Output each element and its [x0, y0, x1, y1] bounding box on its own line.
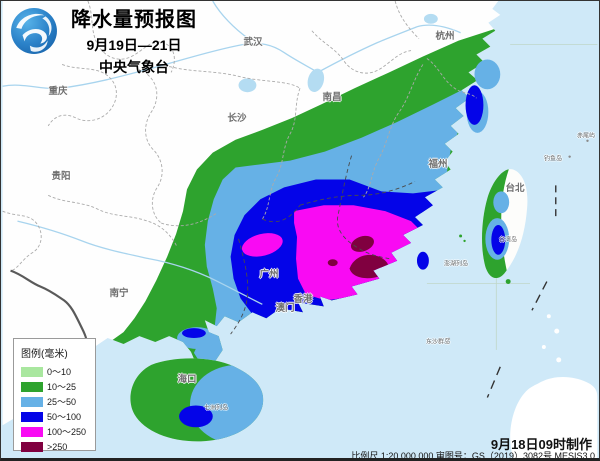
zone-maroon-spot-3	[327, 259, 338, 267]
precip-zones-coastal-islands	[416, 59, 511, 285]
zone-blue-leizhou	[182, 328, 206, 339]
lakes	[238, 13, 438, 93]
luzon-island	[510, 376, 598, 458]
legend-item: 0～10	[21, 364, 95, 379]
zone-lightblue-taiwan-north	[493, 191, 510, 214]
title-block: 降水量预报图 9月19日—21日 中央气象台	[59, 9, 209, 77]
legend-color-swatch	[21, 381, 43, 392]
legend-color-swatch	[21, 411, 43, 422]
map-label-island: 钓鱼岛	[543, 156, 563, 163]
zone-maroon-spot-1	[350, 235, 374, 252]
map-label-city: 长沙	[227, 113, 247, 124]
legend-item-label: 100～250	[47, 427, 87, 437]
map-label-city: 广州	[259, 269, 279, 280]
zone-blue-zhejiang-coast	[465, 85, 484, 125]
map-label-city: 杭州	[435, 31, 455, 42]
legend-item: 100～250	[21, 424, 95, 439]
batanes-islands	[541, 314, 562, 363]
map-label-city: 南宁	[109, 288, 129, 299]
agency-name: 中央气象台	[99, 59, 169, 75]
legend-color-swatch	[21, 366, 43, 377]
legend-title: 图例(毫米)	[21, 349, 68, 360]
map-label-island: 赤尾屿	[576, 133, 596, 140]
legend-item: 10～25	[21, 379, 95, 394]
page-title: 降水量预报图	[71, 9, 197, 31]
island-green-dot	[505, 279, 511, 285]
legend-color-swatch	[21, 441, 43, 452]
legend-item: >250	[21, 439, 95, 454]
map-label-island: 七洲列岛	[203, 405, 229, 412]
zone-magenta-west	[241, 233, 283, 257]
map-scale-and-approval: 比例尺 1:20 000 000 审图号：GS（2019）3082号 MESIS…	[351, 451, 595, 461]
rivers	[2, 1, 461, 305]
map-label-city: 贵阳	[51, 171, 71, 182]
legend-item-label: >250	[47, 441, 68, 452]
map-label-city: 重庆	[48, 86, 68, 97]
province-borders-dark	[230, 155, 416, 335]
legend-color-swatch	[21, 396, 43, 407]
map-label-city: 武汉	[243, 37, 263, 48]
international-border-vietnam	[10, 269, 88, 345]
legend-item-label: 50～100	[47, 412, 82, 422]
maritime-boundary-dashes	[486, 185, 557, 398]
legend-item: 25～50	[21, 394, 95, 409]
map-label-city: 香港	[293, 294, 313, 305]
made-at-timestamp: 9月18日09时制作	[490, 437, 592, 452]
penghu-island-dot	[459, 234, 463, 238]
legend-rows: 0～10 10～25 25～50 50～100 100～250 >250	[21, 364, 95, 454]
legend-item-label: 10～25	[47, 382, 77, 392]
penghu-island-dot-2	[463, 239, 466, 243]
map-label-city: 海口	[177, 374, 197, 385]
legend-item-label: 25～50	[47, 397, 77, 407]
province-borders	[2, 1, 477, 272]
date-range: 9月19日—21日	[86, 37, 182, 53]
map-label-island: 东沙群岛	[425, 339, 451, 346]
legend-item-label: 0～10	[47, 367, 72, 377]
cma-logo	[11, 8, 57, 54]
map-label-city: 南昌	[322, 92, 342, 103]
map-label-city: 福州	[428, 159, 448, 170]
zone-blue-offshore-island	[416, 251, 429, 270]
zone-lightblue-zhejiang-coast	[474, 59, 501, 90]
map-label-island: 台湾岛	[498, 237, 518, 244]
map-label-city: 澳门	[275, 303, 295, 314]
diaoyu-island-dots	[447, 139, 589, 341]
zone-blue-taiwan	[491, 225, 506, 255]
legend-color-swatch	[21, 426, 43, 437]
zone-blue-hainan	[179, 405, 213, 428]
graticule-lines	[426, 44, 598, 350]
legend-box: 图例(毫米) 0～10 10～25 25～50 50～100 100～250 >250	[13, 338, 96, 454]
map-label-island: 澎湖列岛	[443, 261, 469, 268]
legend-item: 50～100	[21, 409, 95, 424]
map-label-city: 台北	[505, 183, 525, 194]
